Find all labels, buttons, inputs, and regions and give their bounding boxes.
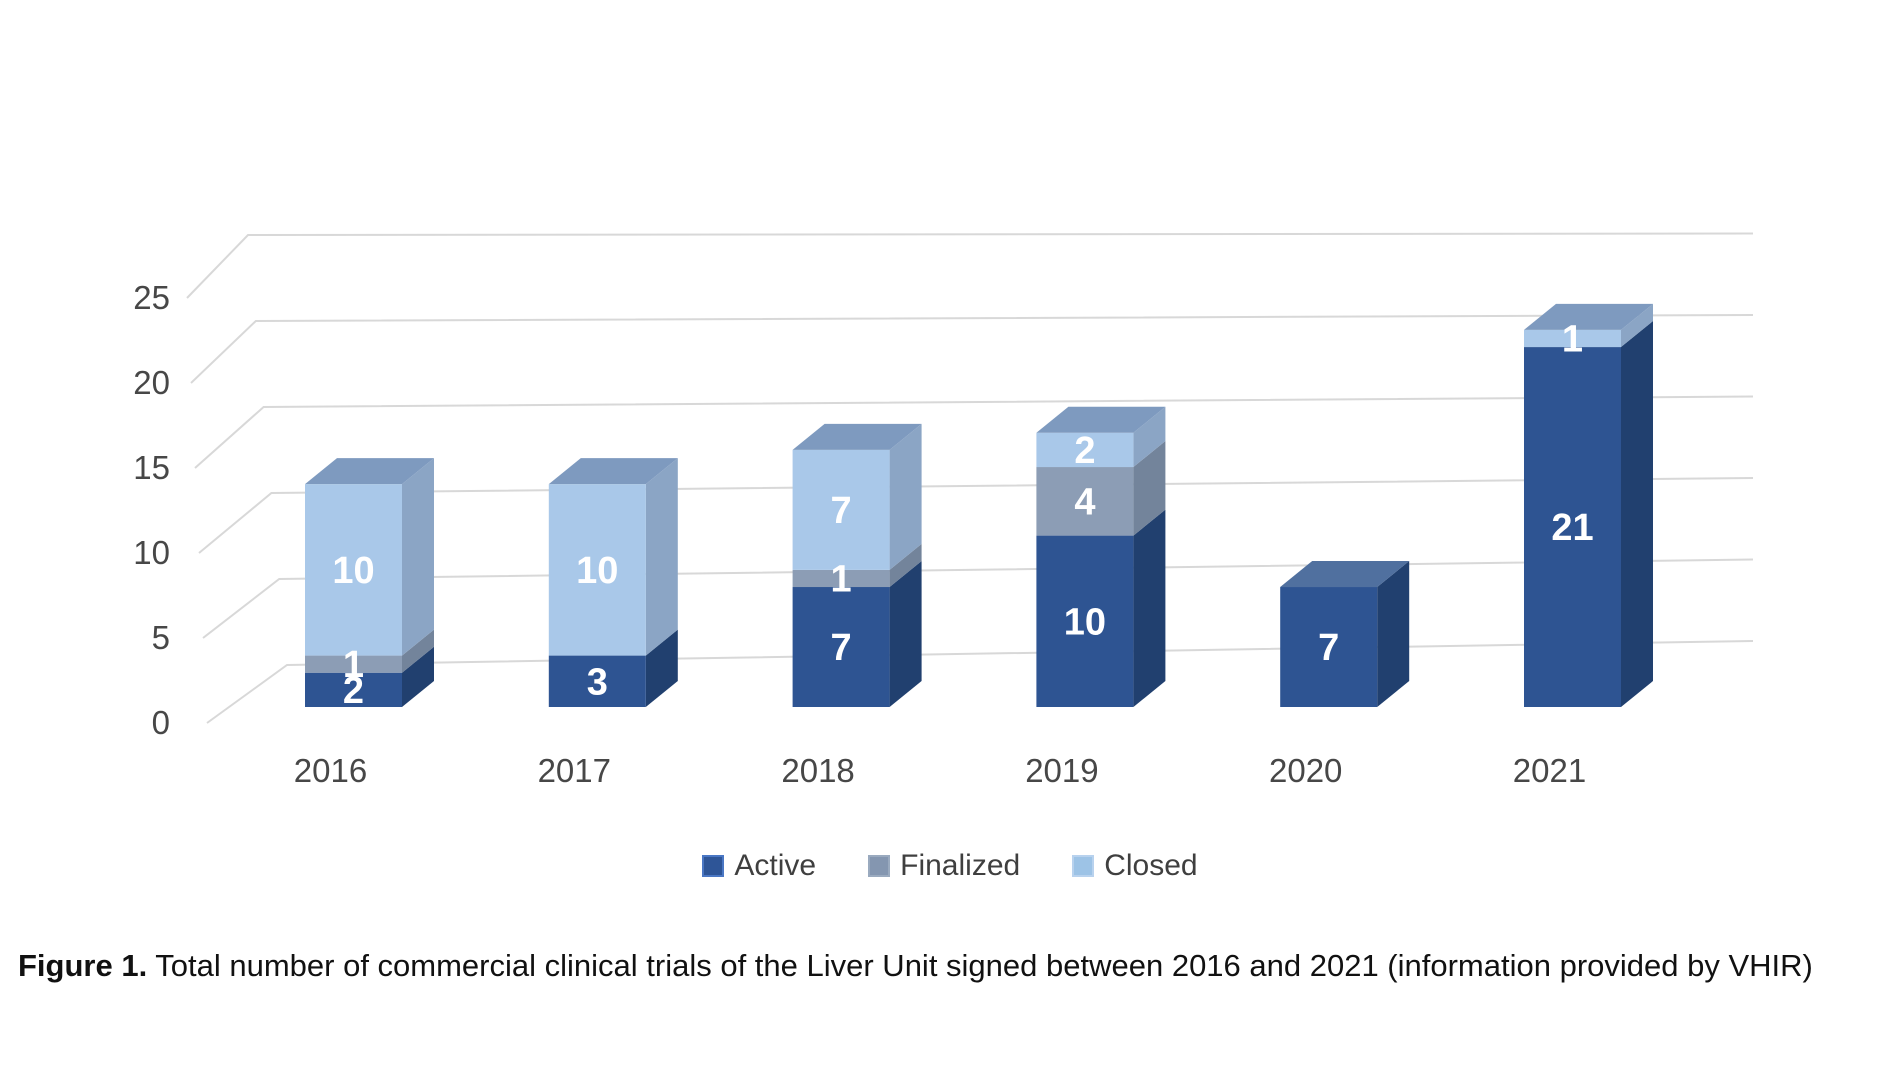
bar-value-label: 1 [343, 644, 364, 686]
x-tick-label: 2018 [781, 752, 854, 789]
gridline [206, 640, 1754, 724]
bar-segment [305, 672, 402, 707]
y-tick-label: 5 [152, 619, 170, 656]
y-tick-label: 25 [133, 279, 170, 316]
gridline [190, 314, 1754, 384]
x-tick-label: 2019 [1025, 752, 1098, 789]
bar-value-label: 10 [332, 550, 374, 592]
bar-segment [1524, 329, 1621, 348]
y-tick-label: 20 [133, 364, 170, 401]
bar-segment [1036, 535, 1134, 707]
legend-item-closed: Closed [1072, 849, 1198, 883]
bar-segment [1280, 587, 1378, 707]
gridline [198, 477, 1754, 554]
bar-segment-side [1133, 406, 1166, 468]
bar-segment [792, 587, 890, 707]
gridline [202, 558, 1754, 639]
bar-segment [1036, 432, 1134, 468]
bar-segment [1036, 467, 1134, 536]
gridline [194, 395, 1754, 469]
x-tick-label: 2021 [1513, 752, 1586, 789]
bar-top [1280, 561, 1410, 588]
bar-value-label: 7 [1318, 627, 1339, 669]
chart-canvas: 0510152025211020163102017717201810422019… [133, 232, 1754, 789]
y-tick-label: 0 [152, 704, 170, 741]
bar-segment-side [889, 561, 922, 707]
legend-item-finalized: Finalized [868, 849, 1020, 883]
bar-segment [305, 655, 402, 673]
bar-top [1524, 303, 1653, 330]
bar-segment-side [1377, 561, 1410, 707]
gridline [186, 232, 1754, 299]
bar-top [1036, 406, 1166, 433]
bar-segment-side [402, 646, 434, 707]
y-tick-label: 15 [133, 449, 170, 486]
bar-segment-side [402, 458, 434, 656]
bar-value-label: 3 [587, 661, 608, 703]
x-tick-label: 2020 [1269, 752, 1342, 789]
bar-top [548, 458, 678, 485]
legend-item-active: Active [702, 849, 816, 883]
legend-label-finalized: Finalized [900, 849, 1021, 882]
bar-value-label: 2 [343, 670, 364, 712]
bar-segment-side [1133, 509, 1166, 707]
bar-value-label: 10 [1064, 601, 1106, 643]
legend-label-closed: Closed [1104, 849, 1198, 882]
figure-caption: Figure 1. Total number of commercial cli… [18, 948, 1883, 984]
bar-segment-side [402, 629, 434, 673]
figure-caption-label: Figure 1. [18, 948, 148, 983]
legend-swatch-active [702, 855, 725, 877]
bar-value-label: 7 [831, 490, 852, 532]
bar-segment-side [889, 423, 922, 570]
bar-segment [305, 484, 402, 656]
bar-segment-side [1133, 441, 1166, 536]
bar-value-label: 10 [576, 550, 618, 592]
bar-value-label: 4 [1074, 481, 1095, 523]
legend-swatch-finalized [868, 855, 891, 877]
x-tick-label: 2017 [538, 752, 611, 789]
bar-segment [792, 569, 890, 588]
bar-segment [1524, 347, 1621, 707]
legend-swatch-closed [1072, 855, 1095, 877]
bar-segment-side [1621, 321, 1653, 707]
legend-label-active: Active [734, 849, 817, 882]
figure-caption-text: Total number of commercial clinical tria… [147, 948, 1813, 983]
bar-segment-side [645, 629, 678, 707]
bar-value-label: 2 [1074, 430, 1095, 472]
bar-segment-side [645, 458, 678, 656]
chart-legend: Active Finalized Closed [0, 849, 1900, 883]
bar-value-label: 21 [1551, 507, 1593, 549]
bar-value-label: 7 [831, 627, 852, 669]
bar-segment [548, 484, 646, 656]
bar-segment [548, 655, 646, 707]
y-tick-label: 10 [133, 534, 170, 571]
bar-segment [792, 449, 890, 570]
bar-top [792, 423, 922, 450]
bar-segment-side [889, 543, 922, 588]
x-tick-label: 2016 [294, 752, 367, 789]
bar-value-label: 1 [1562, 318, 1583, 360]
bar-segment-side [1621, 303, 1653, 348]
bar-top [305, 458, 434, 485]
bar-value-label: 1 [831, 558, 852, 600]
